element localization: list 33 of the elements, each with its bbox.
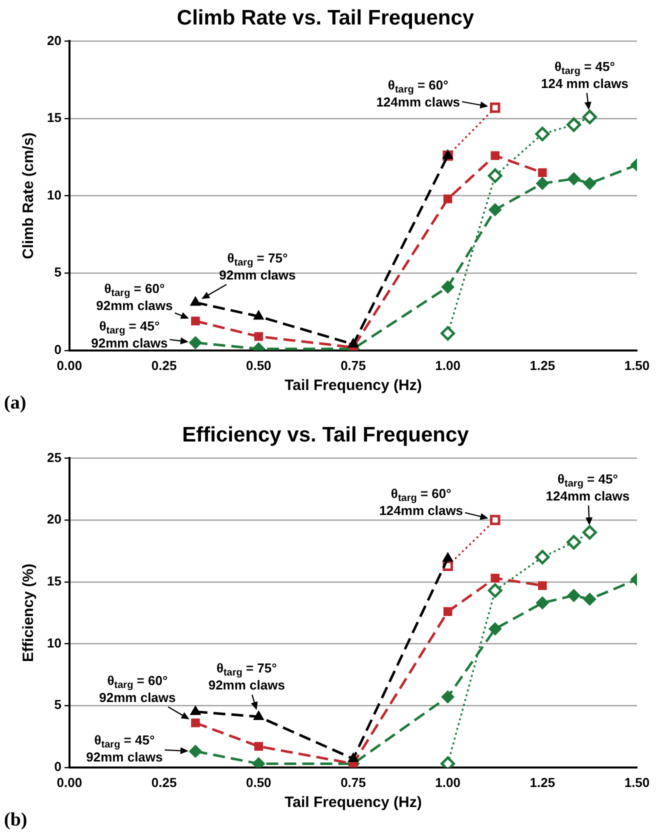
y-tick-label: 20	[46, 512, 62, 527]
x-tick-label: 0.75	[340, 358, 366, 373]
y-tick-label: 15	[46, 573, 62, 588]
y-tick-label: 5	[54, 697, 62, 712]
x-tick-label: 0.25	[151, 774, 177, 790]
chart-title: Climb Rate vs. Tail Frequency	[176, 6, 474, 30]
x-tick-label: 0.50	[246, 774, 272, 790]
x-tick-label: 1.25	[530, 774, 556, 790]
y-tick-label: 15	[46, 110, 62, 126]
y-tick-label: 0	[54, 342, 62, 357]
x-tick-label: 0.75	[340, 774, 366, 790]
x-tick-label: 0.00	[56, 774, 82, 790]
y-axis-title: Efficiency (%)	[20, 564, 38, 662]
y-tick-label: 10	[46, 187, 62, 202]
y-tick-label: 5	[54, 264, 62, 280]
y-tick-label: 10	[46, 635, 62, 650]
x-tick-label: 1.00	[435, 774, 460, 790]
x-axis-title: Tail Frequency (Hz)	[284, 794, 422, 812]
x-tick-label: 1.25	[530, 358, 556, 373]
text: (b)	[4, 809, 28, 830]
x-tick-label: 0.50	[246, 358, 272, 373]
y-axis-title: Climb Rate (cm/s)	[20, 132, 38, 260]
chart-title: Efficiency vs. Tail Frequency	[182, 423, 470, 446]
y-tick-label: 20	[46, 32, 62, 48]
x-tick-label: 0.00	[56, 358, 82, 373]
y-tick-label: 25	[46, 450, 62, 465]
x-tick-label: 1.50	[624, 774, 650, 790]
y-tick-label: 0	[54, 758, 62, 774]
x-tick-label: 0.25	[151, 358, 177, 373]
x-axis-title: Tail Frequency (Hz)	[284, 377, 422, 394]
x-tick-label: 1.00	[435, 358, 460, 373]
x-tick-label: 1.50	[624, 358, 650, 373]
text: (a)	[4, 392, 26, 414]
